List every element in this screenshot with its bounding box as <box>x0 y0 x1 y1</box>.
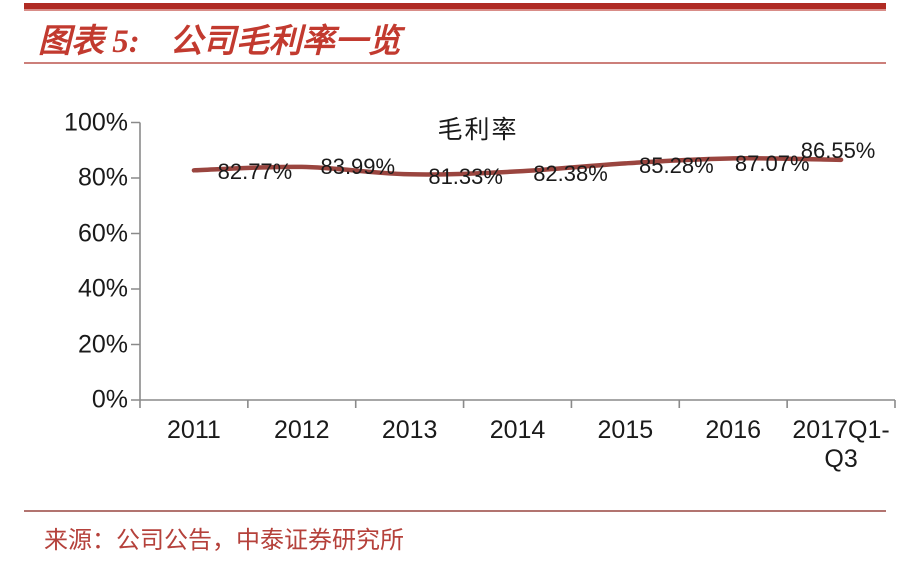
figure-header: 图表 5: 公司毛利率一览 <box>38 14 878 60</box>
header-bottom-rule <box>24 62 886 64</box>
y-axis-tick-label: 0% <box>91 385 128 414</box>
chart-title: 毛利率 <box>437 117 519 144</box>
y-axis-tick-label: 100% <box>64 108 128 136</box>
data-point-label: 83.99% <box>320 153 396 179</box>
x-axis-label: 2017Q1- Q3 <box>792 416 890 473</box>
data-point-label: 82.77% <box>217 159 293 185</box>
data-point-label: 87.07% <box>734 151 810 177</box>
x-axis-label: 2013 <box>381 416 438 444</box>
x-axis-label: 2016 <box>705 416 762 444</box>
x-axis-label: 2012 <box>273 416 330 444</box>
data-point-label: 86.55% <box>800 137 876 163</box>
footer-rule <box>24 510 886 512</box>
axis-lines <box>131 121 896 408</box>
figure-title: 公司毛利率一览 <box>169 24 401 60</box>
gross-margin-series-line <box>191 156 844 177</box>
y-axis-tick-label: 60% <box>77 219 128 247</box>
source-note: 来源：公司公告，中泰证券研究所 <box>44 528 404 554</box>
figure-number-label: 图表 5: <box>38 24 140 60</box>
data-point-label: 81.33% <box>428 164 503 190</box>
x-axis-label: 2011 <box>167 416 221 444</box>
y-axis-tick-label: 40% <box>77 274 128 303</box>
y-axis-tick-label: 20% <box>77 330 128 358</box>
header-top-rule <box>24 3 886 11</box>
y-axis-tick-label: 80% <box>77 163 128 192</box>
x-axis-label: 2015 <box>597 416 654 444</box>
data-point-label: 82.38% <box>533 161 608 187</box>
x-axis-label: 2014 <box>489 416 546 444</box>
data-point-label: 85.28% <box>639 153 714 179</box>
